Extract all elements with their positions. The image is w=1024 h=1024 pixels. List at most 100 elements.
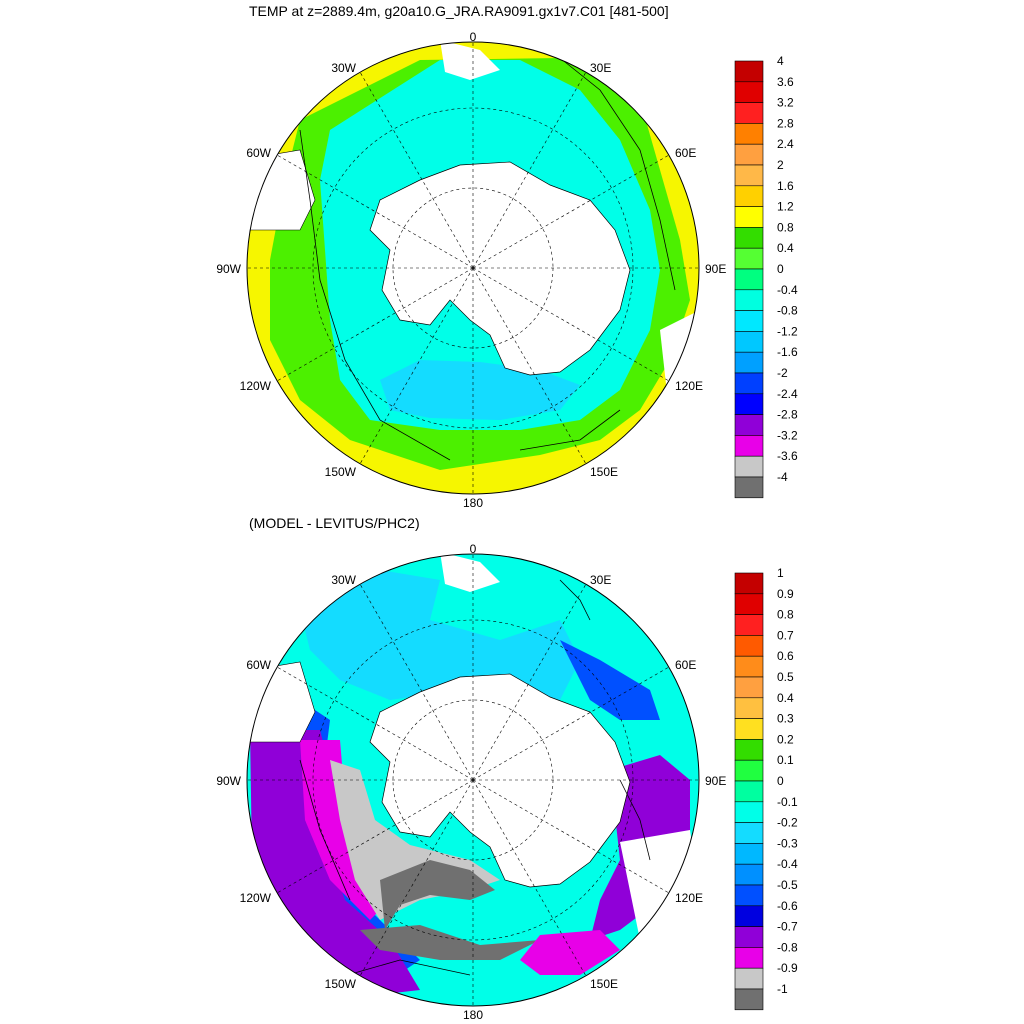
top-colorbar-label-20: -4 [777, 470, 788, 484]
bottom-colorbar-box-7 [734, 718, 764, 740]
bottom-lon-label-90e: 90E [705, 774, 726, 788]
top-colorbar-box-2 [734, 102, 764, 124]
bottom-colorbar: 1 0.9 0.8 0.7 0.6 0.5 0.4 0.3 0.2 0.1 0 -0.1 -0.2 -0.… [734, 566, 798, 1011]
top-antarctica [369, 161, 631, 376]
bottom-lon-labels: 0 30E 60E 90E 120E 150E 180 150W 120W 90… [216, 542, 726, 1022]
bottom-colorbar-box-14 [734, 863, 764, 886]
bottom-colorbar-box-6 [734, 697, 764, 719]
top-colorbar-box-4 [734, 143, 764, 166]
bottom-colorbar-label-20: -1 [777, 982, 788, 996]
bottom-zone-lightblue [300, 570, 580, 700]
top-colorbar-label-14: -1.6 [777, 345, 798, 359]
bottom-lon-label-60e: 60E [675, 658, 696, 672]
top-lon-label-60w: 60W [246, 146, 271, 160]
top-colorbar-label-9: 0.4 [777, 241, 794, 255]
top-map: 0 30E 60E 90E 120E 150E 180 150W 120W 90… [216, 30, 798, 510]
bottom-colorbar-label-2: 0.8 [777, 608, 794, 622]
bottom-graticule [247, 554, 699, 1006]
bottom-colorbar-box-18 [734, 947, 764, 969]
bottom-colorbar-label-8: 0.2 [777, 732, 794, 746]
bottom-colorbar-label-4: 0.6 [777, 649, 794, 663]
top-colorbar-box-6 [734, 185, 764, 207]
top-colorbar-label-5: 2 [777, 158, 784, 172]
top-colorbar-label-1: 3.6 [777, 75, 794, 89]
top-colorbar-box-13 [734, 331, 764, 353]
bottom-colorbar-box-17 [734, 926, 764, 948]
bottom-map-border [246, 553, 700, 1007]
top-map-border [246, 41, 700, 495]
top-colorbar-box-16 [734, 393, 764, 415]
top-colorbar-box-5 [734, 164, 764, 187]
bottom-colorbar-label-5: 0.5 [777, 670, 794, 684]
bottom-lon-label-30w: 30W [331, 573, 356, 587]
bottom-colorbar-label-1: 0.9 [777, 587, 794, 601]
bottom-colorbar-label-3: 0.7 [777, 628, 794, 642]
top-colorbar-box-18 [734, 435, 764, 457]
bottom-colorbar-box-1 [734, 593, 764, 615]
top-lon-label-120w: 120W [240, 379, 272, 393]
top-colorbar-box-17 [734, 414, 764, 436]
bottom-colorbar-label-12: -0.2 [777, 816, 798, 830]
bottom-colorbar-box-12 [734, 822, 764, 844]
bottom-colorbar-box-4 [734, 655, 764, 678]
top-lon-labels: 0 30E 60E 90E 120E 150E 180 150W 120W 90… [216, 30, 726, 510]
top-colorbar-label-19: -3.6 [777, 449, 798, 463]
bottom-lon-label-30e: 30E [590, 573, 611, 587]
top-colorbar-label-12: -0.8 [777, 304, 798, 318]
top-colorbar-box-1 [734, 81, 764, 103]
bottom-zone-blue-east [560, 640, 660, 720]
bottom-colorbar-box-3 [734, 635, 764, 657]
bottom-lon-label-60w: 60W [246, 658, 271, 672]
bottom-lon-label-120e: 120E [675, 891, 703, 905]
bottom-colorbar-label-7: 0.3 [777, 712, 794, 726]
top-graticule [247, 42, 699, 494]
top-colorbar-label-13: -1.2 [777, 324, 798, 338]
bottom-colorbar-box-16 [734, 905, 764, 927]
bottom-colorbar-box-5 [734, 676, 764, 699]
bottom-land-south-america [247, 661, 316, 743]
bottom-colorbar-label-10: 0 [777, 774, 784, 788]
top-colorbar-label-7: 1.2 [777, 200, 794, 214]
bottom-zone-darkgray [360, 860, 540, 960]
bottom-lon-label-180: 180 [463, 1008, 483, 1022]
top-colorbar-box-11 [734, 289, 764, 311]
top-colorbar-label-16: -2.4 [777, 387, 798, 401]
top-land-south-america [247, 149, 316, 231]
bottom-colorbar-box-2 [734, 614, 764, 636]
top-colorbar-label-0: 4 [777, 54, 784, 68]
top-lon-label-120e: 120E [675, 379, 703, 393]
top-colorbar-label-10: 0 [777, 262, 784, 276]
bottom-colorbar-label-16: -0.6 [777, 899, 798, 913]
bottom-antarctica [369, 673, 631, 888]
bottom-colorbar-box-13 [734, 843, 764, 865]
bottom-colorbar-label-14: -0.4 [777, 857, 798, 871]
top-colorbar-box-3 [734, 123, 764, 145]
top-lon-label-90e: 90E [705, 262, 726, 276]
bottom-land-africa [440, 554, 500, 592]
top-contours [299, 57, 676, 461]
top-lon-label-60e: 60E [675, 146, 696, 160]
top-lon-label-30e: 30E [590, 61, 611, 75]
top-lon-label-150e: 150E [590, 465, 618, 479]
top-colorbar-box-20 [734, 476, 764, 499]
top-colorbar-box-14 [734, 351, 764, 374]
bottom-lon-label-150w: 150W [325, 977, 357, 991]
bottom-colorbar-label-15: -0.5 [777, 878, 798, 892]
bottom-lon-label-120w: 120W [240, 891, 272, 905]
top-lon-label-30w: 30W [331, 61, 356, 75]
top-colorbar-label-11: -0.4 [777, 283, 798, 297]
top-colorbar-box-19 [734, 455, 764, 478]
bottom-colorbar-box-9 [734, 759, 764, 782]
bottom-map-title: (MODEL - LEVITUS/PHC2) [249, 515, 420, 531]
bottom-colorbar-label-0: 1 [777, 566, 784, 580]
bottom-colorbar-label-9: 0.1 [777, 753, 794, 767]
top-land-africa [440, 42, 500, 80]
bottom-colorbar-box-15 [734, 884, 764, 907]
bottom-colorbar-box-8 [734, 739, 764, 761]
bottom-map: 0 30E 60E 90E 120E 150E 180 150W 120W 90… [216, 542, 798, 1022]
top-colorbar-label-4: 2.4 [777, 137, 794, 151]
bottom-colorbar-label-18: -0.8 [777, 940, 798, 954]
top-colorbar-box-9 [734, 247, 764, 270]
top-map-title: TEMP at z=2889.4m, g20a10.G_JRA.RA9091.g… [249, 3, 669, 19]
